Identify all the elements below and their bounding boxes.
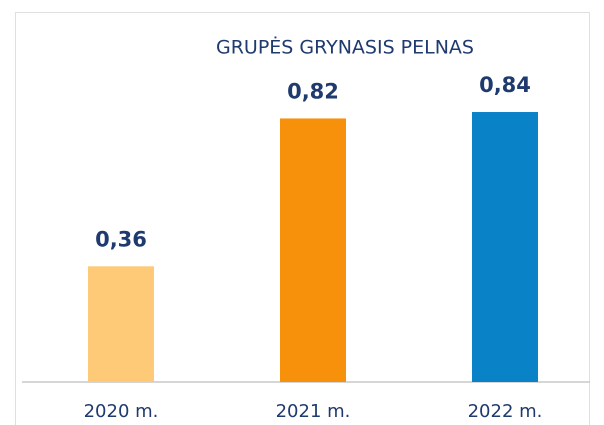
x-tick-label: 2022 m. [468,401,543,422]
bar [472,112,538,383]
frame [15,12,590,425]
x-tick-label: 2021 m. [276,401,351,422]
bar [88,266,154,382]
value-label: 0,36 [95,227,147,251]
x-tick-label: 2020 m. [84,401,159,422]
value-label: 0,82 [287,79,339,103]
bar [280,118,346,383]
value-label: 0,84 [479,73,531,97]
chart-title: GRUPĖS GRYNASIS PELNAS [216,36,474,59]
